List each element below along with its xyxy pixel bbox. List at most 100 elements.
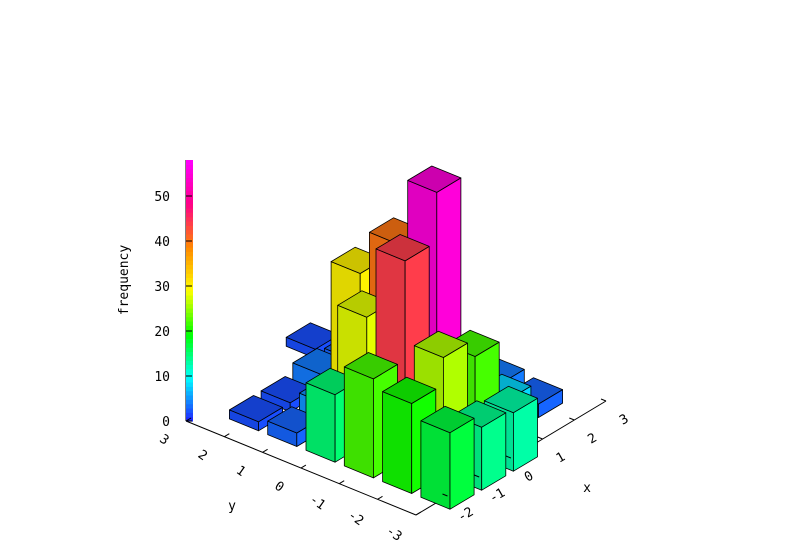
x-tick-label: -2 xyxy=(455,505,476,526)
colorbar-segment xyxy=(186,412,193,418)
colorbar-segment xyxy=(186,190,193,196)
colorbar-segment xyxy=(186,247,193,252)
colorbar-segment xyxy=(186,203,193,209)
colorbar-segment xyxy=(186,403,193,409)
histogram-bar xyxy=(420,405,475,510)
x-tick-mark xyxy=(505,455,512,459)
colorbar-segment xyxy=(186,390,193,396)
x-tick-label: 1 xyxy=(554,450,568,467)
colorbar-segment xyxy=(186,233,193,239)
colorbar-segment xyxy=(186,399,193,405)
colorbar-segment xyxy=(186,407,193,413)
colorbar-segment xyxy=(186,220,193,226)
colorbar-segment xyxy=(186,186,193,192)
tick-marks xyxy=(185,195,607,516)
colorbar-segment xyxy=(186,325,193,331)
x-tick-mark xyxy=(474,474,480,478)
colorbar-segment xyxy=(186,251,193,257)
colorbar-segment xyxy=(186,242,193,248)
colorbar-segment xyxy=(186,260,193,265)
z-tick-label: 20 xyxy=(154,325,170,340)
colorbar-segment xyxy=(186,268,193,274)
colorbar-segment xyxy=(186,294,193,300)
y-axis-label: y xyxy=(228,499,236,514)
colorbar-segment xyxy=(186,160,193,165)
colorbar-segment xyxy=(186,377,193,383)
colorbar-segment xyxy=(186,264,193,270)
bar-top-face xyxy=(375,234,430,262)
colorbar-segment xyxy=(186,342,193,348)
x-tick-mark xyxy=(600,398,607,402)
colorbar-segment xyxy=(186,181,193,187)
bar-top-face xyxy=(343,352,398,380)
x-tick-mark xyxy=(537,436,543,440)
y-tick-mark xyxy=(224,433,230,438)
colorbar-segment xyxy=(186,199,193,205)
bars xyxy=(228,165,563,510)
colorbar-segment xyxy=(186,225,193,231)
y-tick-label: 2 xyxy=(195,447,210,464)
colorbar-segment xyxy=(186,312,193,318)
y-tick-label: -2 xyxy=(345,508,366,529)
z-axis-label: frequency xyxy=(117,245,132,316)
colorbar-segment xyxy=(186,347,193,352)
y-tick-label: 3 xyxy=(156,432,171,449)
colorbar-segment xyxy=(186,229,193,235)
z-tick-label: 0 xyxy=(162,415,170,430)
colorbar-segment xyxy=(186,194,193,200)
colorbar-segment xyxy=(186,290,193,296)
colorbar xyxy=(186,160,193,422)
colorbar-segment xyxy=(186,360,193,365)
x-tick-mark xyxy=(442,493,448,497)
x-tick-label: 2 xyxy=(585,431,599,448)
y-tick-mark xyxy=(262,448,268,453)
z-tick-label: 50 xyxy=(154,190,170,205)
colorbar-segment xyxy=(186,368,193,374)
y-tick-mark xyxy=(415,511,422,516)
colorbar-segment xyxy=(186,329,193,335)
colorbar-segment xyxy=(186,316,193,322)
colorbar-segment xyxy=(186,338,193,344)
x-tick-label: -1 xyxy=(487,486,508,507)
colorbar-segment xyxy=(186,177,193,183)
y-tick-mark xyxy=(377,495,383,500)
colorbar-segment xyxy=(186,207,193,213)
bar-top-face xyxy=(382,376,437,404)
colorbar-segment xyxy=(186,334,193,339)
y-tick-label: 1 xyxy=(233,463,248,480)
colorbar-segment xyxy=(186,386,193,392)
colorbar-segment xyxy=(186,320,193,326)
colorbar-segment xyxy=(186,164,193,170)
bar-top-face xyxy=(407,165,462,193)
z-tick-label: 40 xyxy=(154,235,170,250)
colorbar-segment xyxy=(186,168,193,174)
colorbar-segment xyxy=(186,299,193,305)
bar-top-face xyxy=(483,385,538,414)
colorbar-segment xyxy=(186,307,193,313)
bar-front-face xyxy=(449,417,475,510)
colorbar-segment xyxy=(186,281,193,287)
y-tick-mark xyxy=(300,464,307,469)
colorbar-segment xyxy=(186,255,193,261)
bar-left-face xyxy=(420,420,451,510)
y-tick-mark xyxy=(185,417,192,422)
y-tick-label: -3 xyxy=(383,524,404,545)
bar-top-face xyxy=(413,330,468,358)
colorbar-segment xyxy=(186,303,193,309)
colorbar-segment xyxy=(186,173,193,178)
colorbar-segment xyxy=(186,212,193,218)
x-tick-label: 3 xyxy=(617,412,631,429)
bar-top-face xyxy=(228,395,284,423)
x-axis-label: x xyxy=(583,481,591,496)
colorbar-segment xyxy=(186,364,193,370)
colorbar-segment xyxy=(186,381,193,387)
colorbar-segment xyxy=(186,286,193,292)
colorbar-segment xyxy=(186,277,193,283)
bar-left-face xyxy=(343,366,374,479)
z-tick-label: 30 xyxy=(154,280,170,295)
bar-top-face xyxy=(420,405,475,434)
x-tick-mark xyxy=(569,417,575,421)
histogram-bar xyxy=(285,322,340,359)
x-tick-label: 0 xyxy=(522,469,536,486)
